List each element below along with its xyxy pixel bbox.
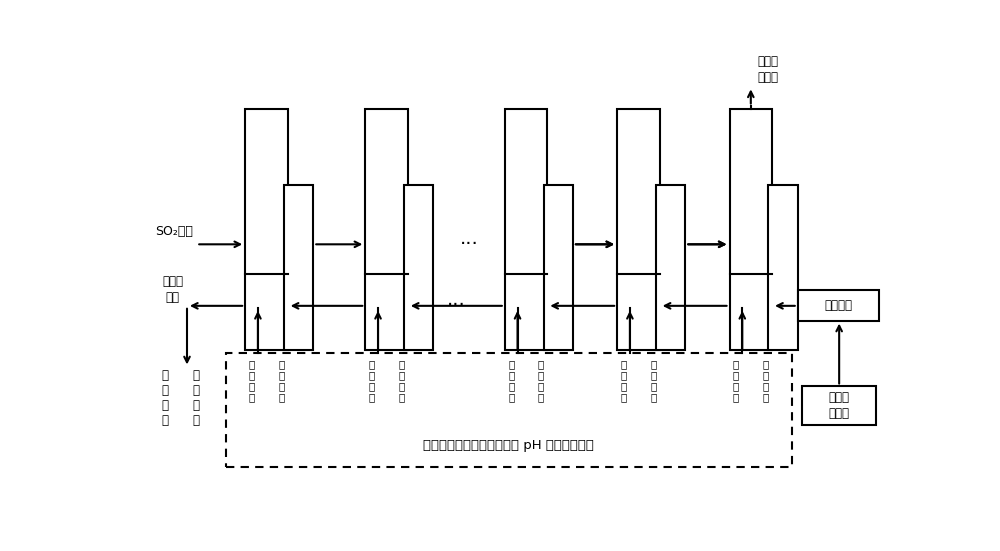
Bar xyxy=(245,109,288,350)
Text: 分
级
进
料: 分 级 进 料 xyxy=(733,359,739,402)
Text: 硒酸锔
溶液: 硒酸锔 溶液 xyxy=(162,275,183,304)
Text: 制
电
解
锰: 制 电 解 锰 xyxy=(162,370,169,428)
Text: 脱
硫
浆
液: 脱 硫 浆 液 xyxy=(398,359,405,402)
Text: 脱
硫
浆
液: 脱 硫 浆 液 xyxy=(278,359,284,402)
Bar xyxy=(404,185,433,350)
Bar xyxy=(617,109,660,350)
Text: 脱
硫
浆
液: 脱 硫 浆 液 xyxy=(650,359,656,402)
Bar xyxy=(365,109,408,350)
Text: 脱
硫
浆
液: 脱 硫 浆 液 xyxy=(763,359,769,402)
Bar xyxy=(656,185,685,350)
Bar xyxy=(768,185,798,350)
Text: 脱
硫
浆
液: 脱 硫 浆 液 xyxy=(538,359,544,402)
Bar xyxy=(730,109,772,350)
Text: 碳酸锔
矿配料: 碳酸锔 矿配料 xyxy=(829,391,850,420)
Text: 烟气达
标排放: 烟气达 标排放 xyxy=(757,55,778,84)
Bar xyxy=(226,353,792,467)
Text: ···: ··· xyxy=(460,235,478,254)
Text: 分
级
进
料: 分 级 进 料 xyxy=(369,359,375,402)
Text: 脱硫浆液: 脱硫浆液 xyxy=(824,299,852,312)
Text: 调节各级塔段内脱硫浆液的 pH 値及锔铁比例: 调节各级塔段内脱硫浆液的 pH 値及锔铁比例 xyxy=(423,439,594,452)
Bar xyxy=(284,185,313,350)
Bar xyxy=(544,185,573,350)
Text: 分
级
进
料: 分 级 进 料 xyxy=(620,359,627,402)
Text: ···: ··· xyxy=(447,296,466,315)
Text: SO₂烟气: SO₂烟气 xyxy=(155,225,193,238)
Text: 制
硫
酸
锰: 制 硫 酸 锰 xyxy=(193,370,200,428)
Bar xyxy=(505,109,547,350)
Text: 分
级
进
料: 分 级 进 料 xyxy=(508,359,514,402)
Bar xyxy=(798,290,879,321)
Bar xyxy=(802,386,876,425)
Text: 分
级
进
料: 分 级 进 料 xyxy=(248,359,255,402)
